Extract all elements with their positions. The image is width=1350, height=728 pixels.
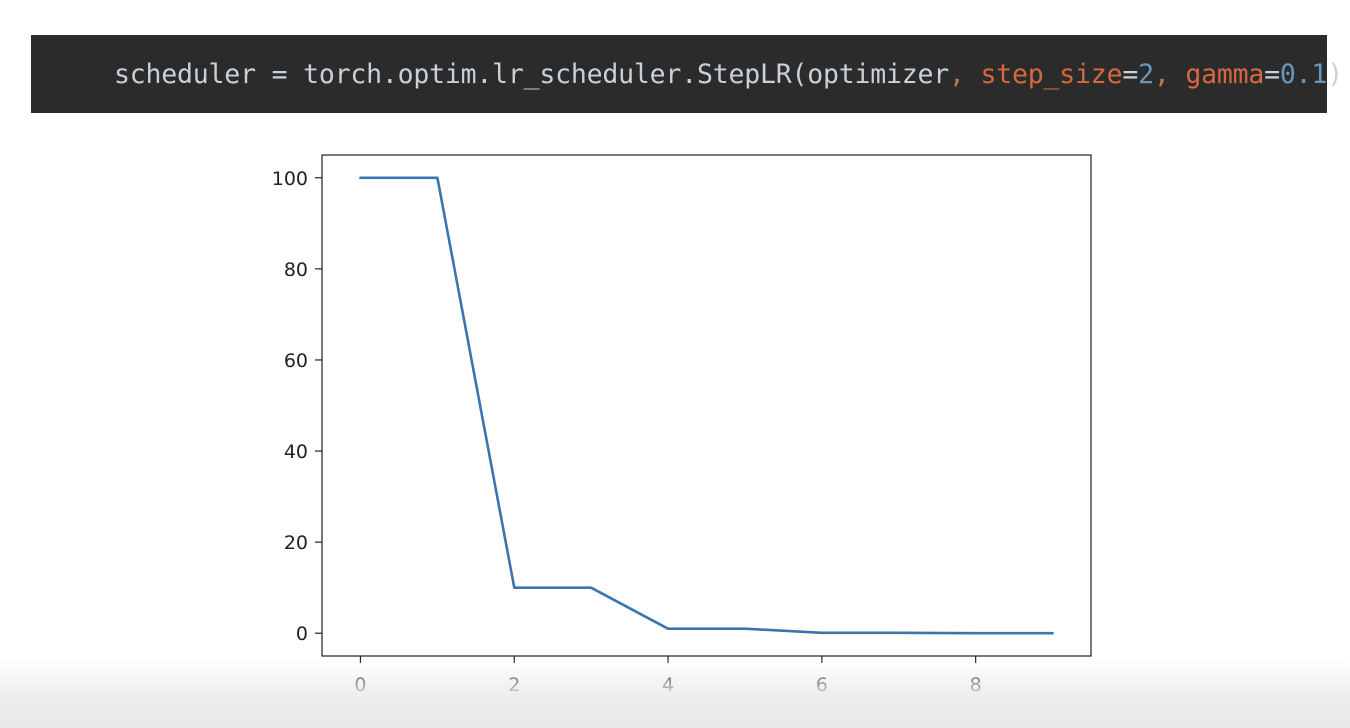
plot-frame [321,154,1092,657]
code-snippet-bar: scheduler = torch.optim.lr_scheduler.Ste… [31,35,1343,113]
code-token: = [1122,58,1139,90]
y-tick-label: 40 [284,441,308,463]
code-line: scheduler = torch.optim.lr_scheduler.Ste… [51,28,1343,121]
code-token: gamma [1185,58,1265,90]
series-group [359,176,1054,635]
x-tick-label: 0 [354,674,366,696]
code-token: = [1264,58,1280,90]
x-axis: 0 2 4 6 8 [354,656,982,696]
code-token: , [949,58,981,90]
code-token: step_size [980,58,1123,90]
code-token: , [1153,58,1186,90]
series-line [359,176,1054,635]
x-tick-label: 2 [508,674,520,696]
y-tick-label: 80 [284,259,308,281]
code-token: scheduler = torch.optim.lr_scheduler.Ste… [114,58,950,90]
code-token: 2 [1138,58,1154,90]
x-tick-label: 8 [970,674,982,696]
x-tick-label: 6 [816,674,828,696]
code-token: 0.1 [1279,58,1328,90]
y-tick-label: 60 [284,350,308,372]
y-tick-label: 20 [284,532,308,554]
y-axis: 0 20 40 60 80 100 [272,168,322,645]
x-tick-label: 4 [662,674,674,696]
y-tick-label: 100 [272,168,308,190]
y-tick-label: 0 [296,623,308,645]
code-token: ) [1327,58,1343,90]
